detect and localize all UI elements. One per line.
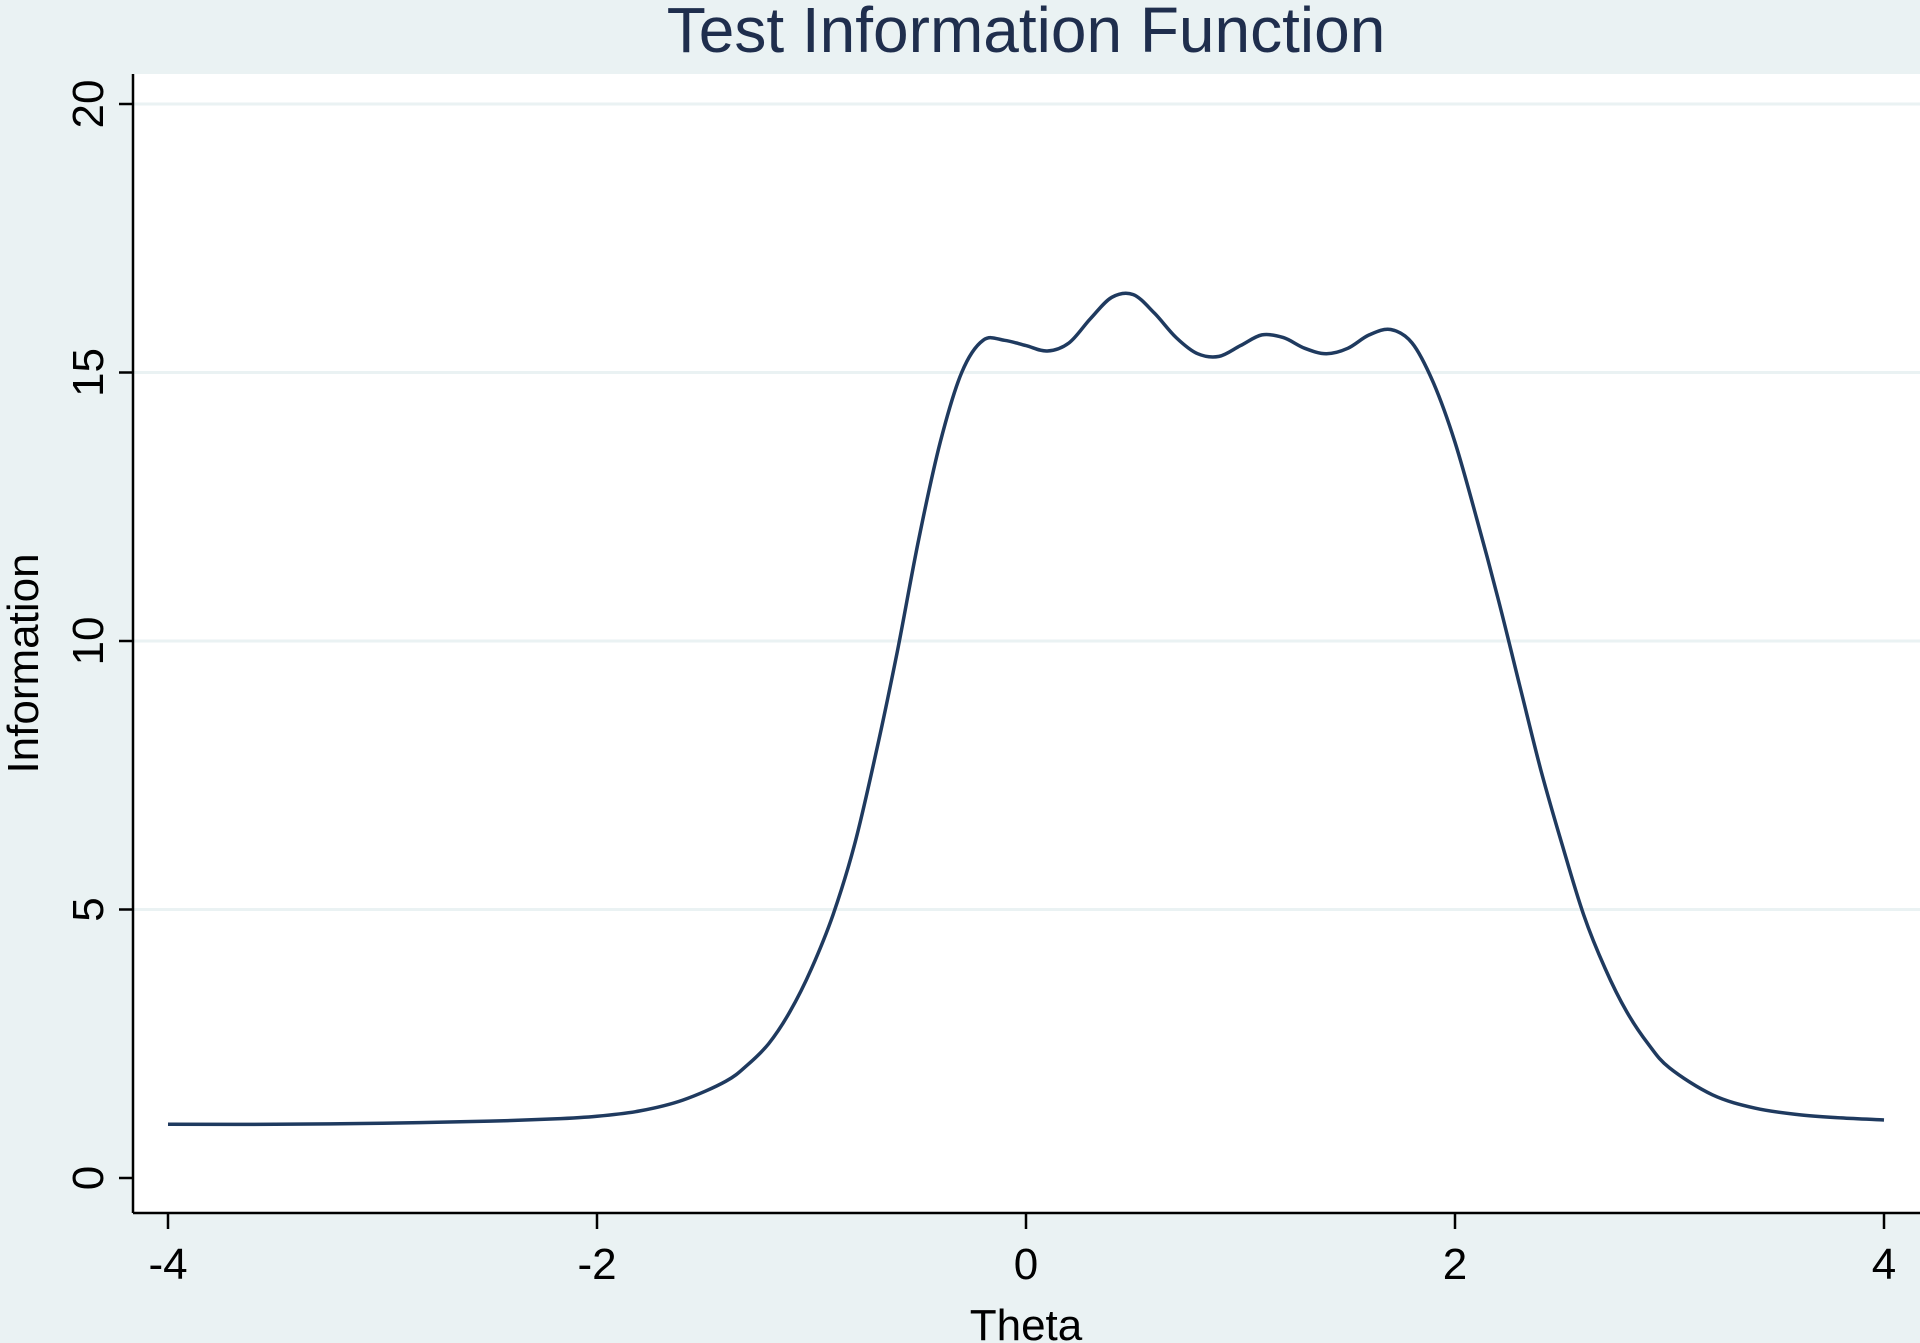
grid-lines	[133, 102, 1920, 911]
y-tick-label-15: 15	[64, 348, 113, 397]
y-axis-ticks: 0 5 10 15 20	[64, 80, 133, 1190]
information-curve	[167, 291, 1885, 1127]
x-tick-label-0: 0	[1014, 1240, 1038, 1289]
y-tick-label-0: 0	[64, 1166, 113, 1190]
x-tick-label--2: -2	[577, 1240, 616, 1289]
x-axis-ticks: -4 -2 0 2 4	[148, 1213, 1896, 1289]
chart-title: Test Information Function	[667, 0, 1386, 66]
x-axis-label: Theta	[970, 1301, 1083, 1343]
x-tick-label-2: 2	[1443, 1240, 1467, 1289]
x-tick-label-4: 4	[1872, 1240, 1896, 1289]
plot-area	[133, 74, 1920, 1213]
y-tick-label-10: 10	[64, 617, 113, 666]
y-axis-label: Information	[0, 553, 48, 773]
x-tick-label--4: -4	[148, 1240, 187, 1289]
y-tick-label-20: 20	[64, 80, 113, 129]
y-tick-label-5: 5	[64, 897, 113, 921]
